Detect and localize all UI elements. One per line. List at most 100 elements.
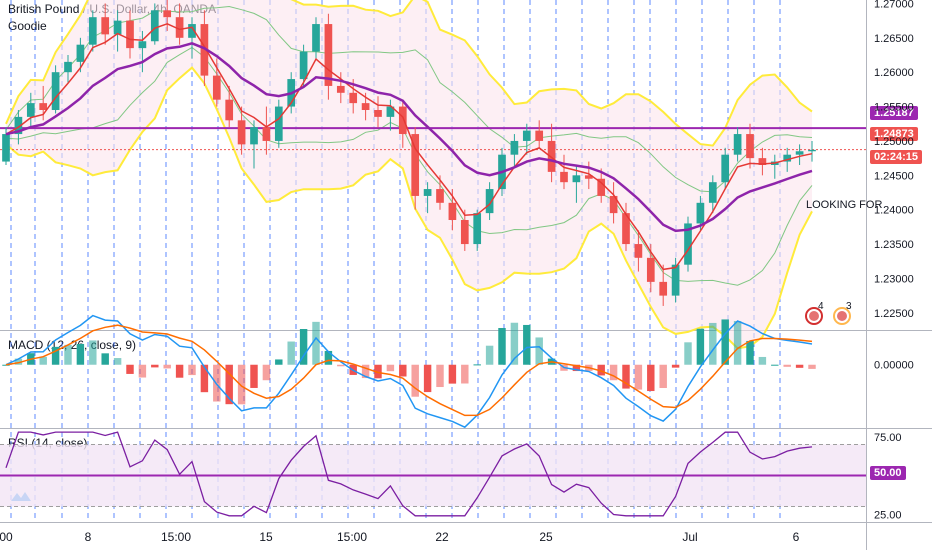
candle	[770, 154, 779, 179]
time-axis-label: 8	[85, 530, 92, 544]
candle-body	[324, 24, 333, 86]
macd-histogram-bar	[312, 321, 320, 365]
candle-body	[436, 189, 444, 203]
candle	[225, 85, 234, 128]
macd-histogram-bar	[275, 359, 283, 365]
candle	[597, 168, 606, 203]
candle-body	[250, 127, 258, 145]
macd-histogram-bar	[771, 364, 779, 366]
candle-body	[597, 178, 606, 196]
candle-body	[225, 99, 234, 121]
candle	[336, 72, 345, 104]
candle	[485, 182, 494, 220]
candle	[262, 106, 271, 155]
candle	[584, 161, 593, 190]
candle	[634, 230, 643, 272]
resistance-badge: 1.25187	[870, 106, 918, 120]
us-events-icon-count: 3	[846, 301, 852, 312]
symbol-label: British Pound / U.S. Dollar, 4h, OANDA	[8, 2, 217, 16]
rsi-label: RSI (14, close)	[8, 436, 88, 450]
macd-histogram-bar	[622, 364, 630, 389]
candle	[26, 92, 35, 128]
macd-tick-label: 0.00000	[874, 360, 914, 372]
candle-body	[39, 103, 48, 110]
candle-body	[770, 161, 779, 165]
candle	[324, 13, 333, 100]
candle	[76, 37, 85, 73]
macd-histogram-bar	[523, 324, 531, 365]
macd-histogram-bar	[709, 322, 717, 365]
candle	[659, 264, 668, 306]
macd-histogram-bar	[250, 364, 258, 388]
candle-body	[460, 220, 469, 245]
macd-histogram-bar	[151, 364, 159, 368]
macd-histogram-bar	[225, 364, 233, 405]
macd-histogram-bar	[349, 364, 357, 375]
candle	[361, 92, 370, 121]
us-events-icon: 3	[833, 301, 852, 325]
time-axis-label: 15	[259, 530, 273, 544]
candle-body	[485, 189, 494, 214]
macd-histogram-bar	[498, 328, 506, 365]
candle-body	[808, 149, 816, 152]
macd-histogram-bar	[461, 364, 469, 384]
candle	[473, 209, 482, 251]
time-axis-label: 25	[539, 530, 553, 544]
candle	[684, 216, 692, 272]
candle-body	[510, 140, 519, 155]
price-tick-label: 1.22500	[874, 308, 914, 320]
macd-label: MACD (12, 26, close, 9)	[8, 338, 137, 352]
macd-histogram-bar	[535, 337, 543, 365]
candle	[572, 165, 581, 203]
candle	[138, 30, 147, 73]
candle	[696, 195, 705, 231]
macd-histogram-bar	[647, 364, 655, 392]
macd-histogram-bar	[423, 364, 432, 393]
macd-histogram-bar	[597, 364, 605, 376]
candle-body	[646, 257, 655, 282]
candle	[312, 17, 320, 59]
macd-histogram-bar	[14, 358, 23, 365]
rsi-tick-label: 25.00	[874, 509, 902, 521]
macd-histogram-bar	[585, 364, 593, 371]
candle-body	[411, 134, 420, 196]
candle	[349, 79, 358, 114]
macd-histogram-bar	[175, 364, 184, 378]
macd-histogram-bar	[337, 364, 345, 367]
candle-body	[622, 213, 630, 245]
uk-events-icon-count: 4	[818, 301, 824, 312]
candle-body	[398, 106, 407, 135]
macd-histogram-bar	[758, 356, 767, 365]
time-axis-label: 15:00	[337, 530, 367, 544]
candle	[622, 202, 630, 251]
candle-body	[2, 134, 10, 162]
candle-body	[535, 130, 544, 141]
candle-body	[423, 189, 432, 196]
rsi-line	[5, 431, 813, 517]
lower-outer-band	[5, 66, 813, 350]
band-fill	[6, 0, 812, 349]
macd-histogram-bar	[188, 364, 196, 376]
candle-body	[299, 51, 308, 80]
candle-body	[783, 154, 792, 162]
candle-body	[76, 44, 85, 62]
candle-body	[795, 151, 804, 155]
candle	[448, 189, 457, 231]
candle-body	[572, 175, 581, 183]
candle-body	[671, 264, 680, 296]
macd-histogram-bar	[374, 364, 382, 379]
fast-ma-line	[5, 22, 813, 271]
macd-histogram-bar	[237, 364, 246, 405]
us-events-icon-flag	[837, 311, 847, 321]
cloud-logo-icon[interactable]	[6, 482, 36, 508]
macd-histogram-bar	[200, 364, 209, 393]
time-axis-label: Jul	[682, 530, 697, 544]
us-events-icon-ring	[833, 307, 851, 325]
macd-histogram-bar	[163, 364, 171, 369]
candle-body	[733, 134, 742, 155]
candle-body	[312, 24, 320, 52]
macd-histogram-bar	[27, 353, 35, 365]
annotation-text: LOOKING FOR	[806, 199, 882, 211]
